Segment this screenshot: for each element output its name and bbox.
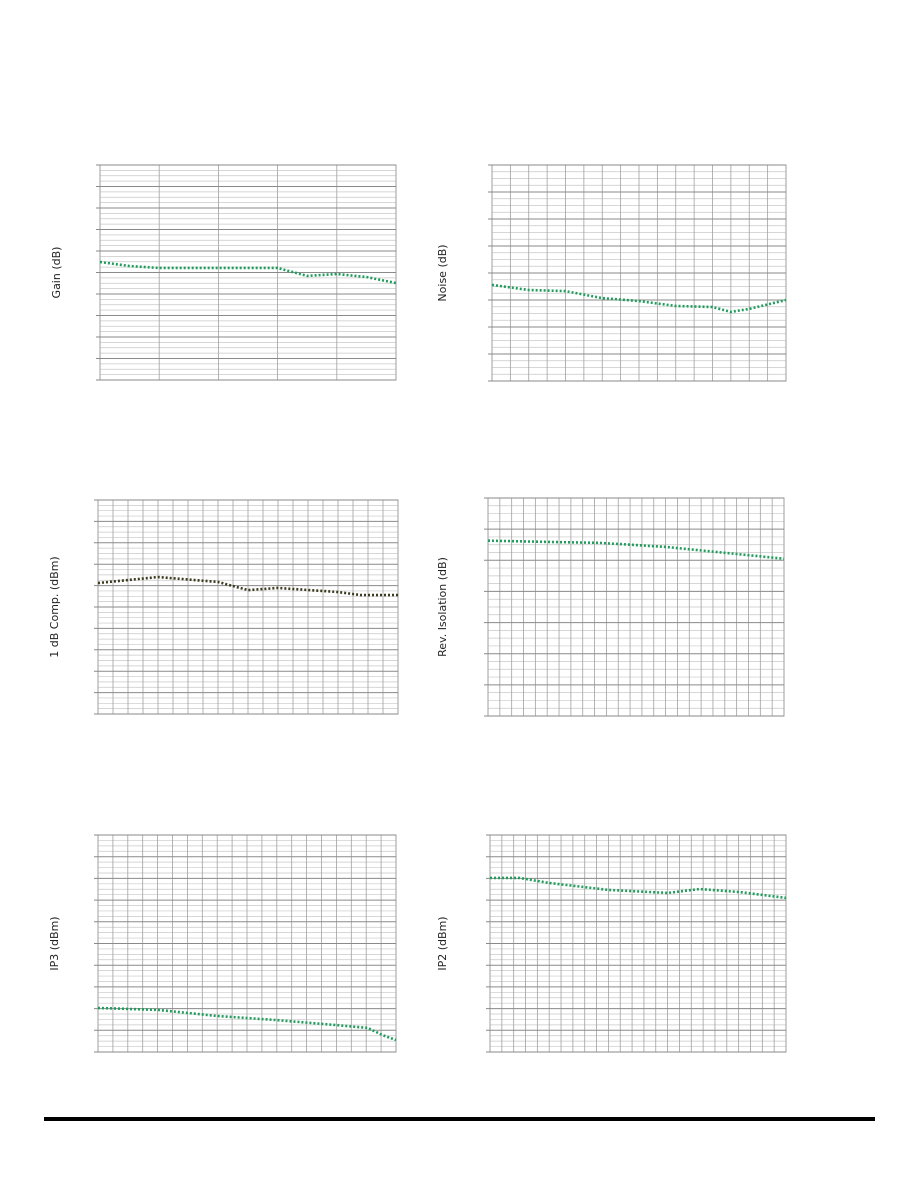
data-line — [490, 876, 787, 900]
data-line — [97, 1006, 397, 1042]
footer-rule — [44, 1117, 875, 1121]
data-line — [97, 575, 398, 597]
data-line — [487, 539, 785, 561]
data-line — [99, 260, 397, 285]
y-axis-label: 1 dB Comp. (dBm) — [48, 556, 61, 657]
y-axis-label: IP3 (dBm) — [48, 916, 61, 970]
y-axis-label: IP2 (dBm) — [436, 916, 449, 970]
y-axis-label: Rev. Isolation (dB) — [436, 557, 449, 657]
y-axis-label: Gain (dB) — [50, 247, 63, 299]
y-axis-label: Noise (dB) — [436, 244, 449, 301]
